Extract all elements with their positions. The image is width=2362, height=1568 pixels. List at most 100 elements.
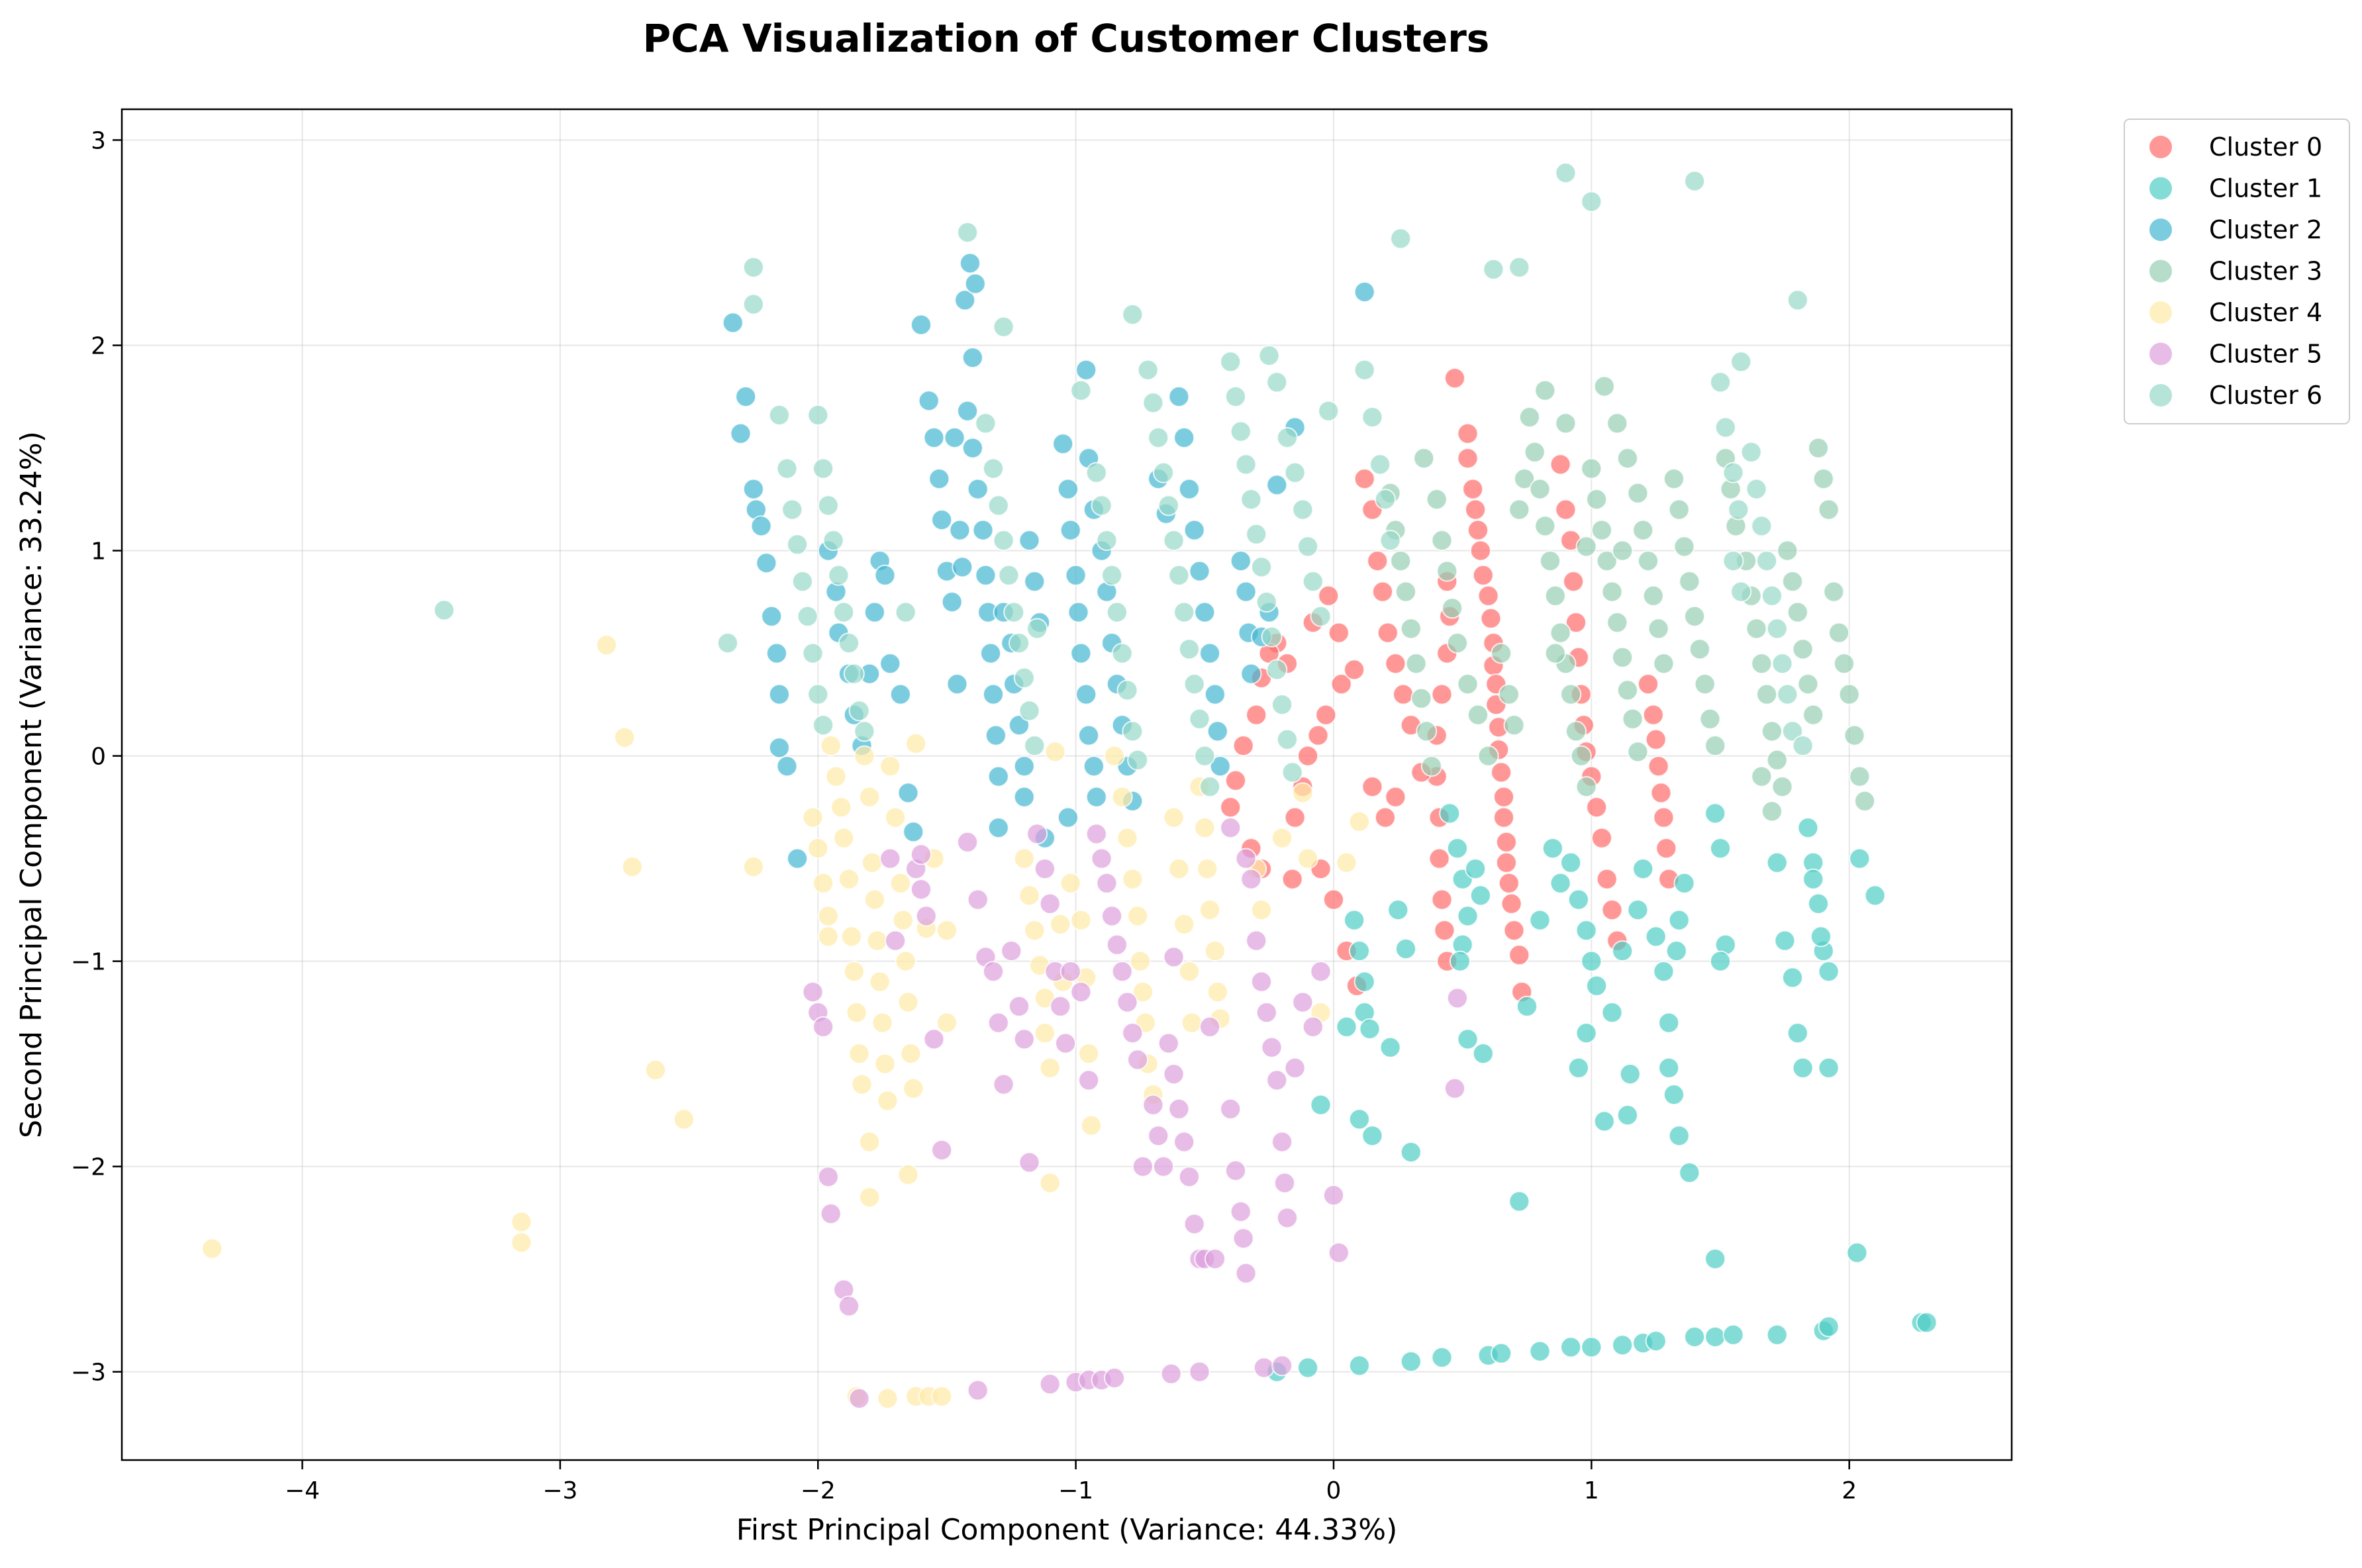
data-point: [1348, 1355, 1370, 1377]
data-point: [1255, 1002, 1277, 1024]
data-point: [1163, 530, 1185, 552]
data-point: [1091, 495, 1112, 516]
data-point: [879, 848, 901, 869]
data-point: [1276, 427, 1298, 448]
data-point: [1534, 515, 1556, 537]
data-point: [910, 879, 932, 901]
data-point: [975, 413, 997, 434]
data-point: [768, 683, 790, 705]
data-point: [1297, 536, 1319, 558]
data-point: [931, 509, 953, 531]
y-tick-label: −1: [71, 949, 106, 976]
data-point: [1153, 462, 1174, 483]
data-point: [1292, 499, 1314, 520]
data-point: [1085, 823, 1107, 845]
data-point: [1328, 622, 1350, 644]
data-point: [1823, 581, 1845, 603]
data-point: [1220, 1098, 1242, 1120]
data-point: [1524, 441, 1546, 463]
data-point: [1310, 961, 1332, 983]
data-point: [1550, 872, 1571, 894]
data-point: [1206, 720, 1228, 742]
data-point: [1013, 786, 1035, 808]
data-point: [1318, 400, 1340, 422]
data-point: [1220, 351, 1242, 373]
data-point: [1379, 1036, 1401, 1058]
data-point: [1235, 454, 1257, 475]
data-point: [1127, 749, 1149, 771]
data-point: [1704, 1326, 1726, 1348]
data-point: [1416, 720, 1438, 742]
data-point: [1802, 704, 1824, 726]
data-point: [1142, 1094, 1164, 1116]
data-point: [1493, 786, 1514, 808]
data-point: [1645, 1330, 1667, 1352]
data-point: [1782, 967, 1803, 989]
data-point: [1668, 1125, 1690, 1147]
data-point: [1116, 679, 1138, 701]
data-point: [854, 720, 875, 742]
data-point: [1544, 585, 1566, 607]
data-point: [1369, 454, 1391, 475]
data-point: [846, 1002, 867, 1024]
data-point: [433, 599, 455, 621]
data-point: [1846, 1242, 1868, 1263]
data-point: [1050, 995, 1071, 1017]
data-point: [1183, 1213, 1205, 1235]
data-point: [1457, 1028, 1479, 1050]
data-point: [1026, 823, 1048, 845]
data-point: [1101, 905, 1123, 927]
data-point: [802, 981, 824, 1003]
data-point: [892, 909, 914, 931]
data-point: [1122, 868, 1144, 890]
data-point: [1353, 468, 1375, 490]
data-point: [1039, 893, 1061, 914]
data-point: [1348, 940, 1370, 962]
data-point: [1740, 441, 1762, 463]
data-point: [987, 765, 1009, 787]
data-point: [825, 765, 847, 787]
data-point: [1070, 379, 1092, 401]
data-point: [735, 386, 757, 407]
x-tick-label: −2: [801, 1477, 836, 1504]
data-point: [895, 601, 916, 623]
data-point: [756, 552, 777, 574]
data-point: [910, 314, 932, 336]
data-point: [1013, 1028, 1035, 1050]
data-point: [1204, 683, 1226, 705]
data-point: [797, 605, 818, 627]
data-point: [1168, 564, 1190, 586]
data-point: [903, 1077, 924, 1099]
data-point: [1003, 601, 1025, 623]
data-point: [1751, 653, 1773, 675]
data-point: [812, 714, 834, 736]
data-point: [645, 1059, 666, 1081]
data-point: [1078, 1043, 1100, 1065]
data-point: [1787, 1022, 1808, 1044]
data-point: [1560, 1336, 1582, 1358]
data-point: [820, 1203, 842, 1224]
data-point: [1704, 1248, 1726, 1270]
data-point: [1197, 858, 1218, 880]
data-point: [1181, 1012, 1203, 1034]
data-point: [817, 926, 839, 948]
data-point: [1024, 571, 1046, 593]
data-point: [1516, 995, 1538, 1017]
data-point: [1730, 581, 1752, 603]
data-point: [931, 1139, 953, 1161]
data-point: [1183, 519, 1205, 541]
data-point: [1405, 653, 1427, 675]
data-point: [1751, 765, 1773, 787]
data-point: [1297, 745, 1319, 767]
data-point: [1225, 769, 1246, 791]
data-point: [874, 1053, 896, 1075]
data-point: [1246, 523, 1267, 545]
data-point: [1627, 741, 1649, 763]
data-point: [1106, 934, 1128, 956]
data-point: [511, 1232, 532, 1253]
data-point: [1292, 991, 1314, 1013]
data-point: [1560, 852, 1582, 873]
data-point: [1612, 1334, 1634, 1356]
legend-label: Cluster 2: [2209, 215, 2322, 244]
legend-marker: [2148, 134, 2173, 160]
